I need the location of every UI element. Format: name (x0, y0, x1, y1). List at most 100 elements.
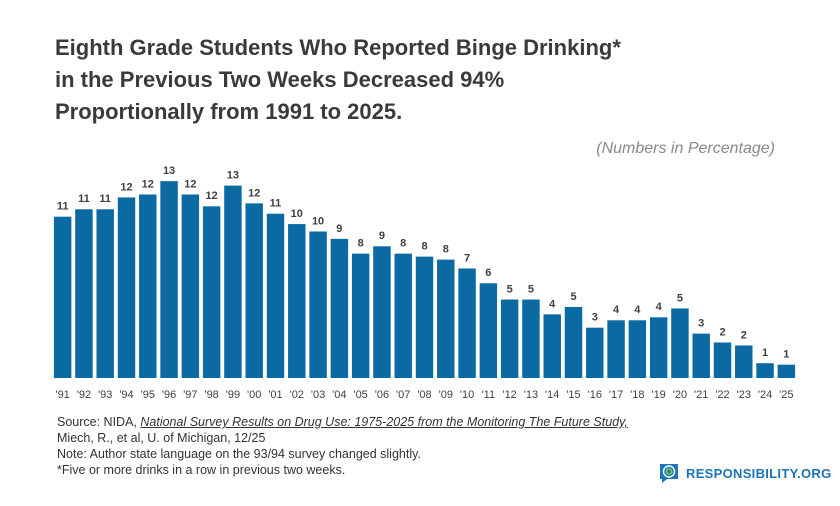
value-label: 8 (421, 241, 427, 253)
x-tick-label: '95 (141, 389, 155, 401)
x-tick-label: '15 (566, 389, 580, 401)
bar (628, 320, 647, 378)
source-prefix: Source: NIDA, (57, 415, 137, 429)
bar (479, 283, 498, 378)
value-label: 5 (677, 292, 683, 304)
x-tick-label: '97 (183, 389, 197, 401)
value-label: 4 (656, 301, 663, 313)
bar (373, 246, 391, 378)
value-label: 4 (634, 304, 641, 316)
bar (586, 327, 604, 378)
x-tick-label: '06 (375, 389, 389, 401)
bar (543, 314, 561, 378)
value-label: 2 (741, 329, 747, 341)
value-label: 3 (698, 318, 704, 330)
value-label: 9 (336, 223, 342, 235)
source-title[interactable]: National Survey Results on Drug Use: 197… (140, 415, 628, 429)
x-tick-label: '08 (417, 389, 431, 401)
value-label: 5 (570, 291, 576, 303)
x-tick-label: '21 (694, 389, 708, 401)
bar (671, 308, 689, 378)
value-label: 2 (719, 326, 725, 338)
bar (75, 209, 93, 378)
value-label: 8 (400, 238, 406, 250)
value-label: 11 (270, 198, 282, 210)
x-tick-label: '18 (630, 389, 644, 401)
bar (288, 224, 306, 378)
chart-subtitle: (Numbers in Percentage) (596, 140, 775, 157)
x-tick-label: '14 (545, 389, 559, 401)
x-tick-label: '10 (460, 389, 474, 401)
x-tick-label: '91 (55, 389, 69, 401)
bar (607, 320, 625, 378)
bar (245, 203, 263, 378)
logo-icon (660, 464, 678, 483)
value-label: 7 (464, 252, 470, 264)
bar (202, 206, 221, 378)
x-tick-label: '22 (715, 389, 729, 401)
bar (756, 363, 774, 378)
bar (649, 317, 668, 378)
x-tick-label: '99 (226, 389, 240, 401)
x-tick-label: '16 (588, 389, 602, 401)
x-tick-label: '04 (332, 389, 346, 401)
value-label: 12 (206, 190, 218, 202)
bar (437, 259, 455, 378)
bar (96, 209, 114, 378)
x-tick-label: '94 (119, 389, 133, 401)
bar (266, 213, 285, 378)
value-label: 5 (507, 283, 513, 295)
value-label: 11 (99, 193, 111, 205)
x-tick-label: '07 (396, 389, 410, 401)
bar (713, 342, 732, 378)
bar (309, 231, 327, 378)
value-label: 12 (184, 178, 196, 190)
value-label: 12 (120, 181, 132, 193)
x-tick-label: '96 (162, 389, 176, 401)
x-tick-label: '20 (673, 389, 687, 401)
x-tick-label: '92 (77, 389, 91, 401)
x-tick-label: '02 (290, 389, 304, 401)
bar (500, 299, 519, 378)
bar (330, 238, 349, 378)
x-tick-label: '09 (439, 389, 453, 401)
x-tick-label: '05 (353, 389, 367, 401)
value-label: 8 (358, 238, 364, 250)
value-label: 1 (762, 347, 768, 359)
bar (522, 299, 540, 378)
x-tick-label: '25 (779, 389, 793, 401)
value-label: 5 (528, 283, 534, 295)
value-label: 12 (142, 178, 154, 190)
value-label: 10 (291, 208, 303, 220)
bar (139, 194, 157, 378)
value-label: 6 (485, 267, 491, 279)
bar (117, 197, 136, 378)
x-tick-label: '24 (758, 389, 772, 401)
chart-title: Eighth Grade Students Who Reported Binge… (55, 35, 621, 124)
bar (181, 194, 200, 378)
bar (351, 253, 370, 378)
x-tick-label: '23 (737, 389, 751, 401)
value-label: 10 (312, 215, 324, 227)
logo: RESPONSIBILITY.ORG (658, 462, 832, 484)
value-label: 4 (613, 304, 620, 316)
x-tick-label: '11 (482, 389, 496, 401)
value-label: 4 (549, 298, 556, 310)
bar (394, 253, 412, 378)
bar (777, 364, 796, 378)
bar (224, 185, 242, 378)
value-label: 9 (379, 230, 385, 242)
bar (692, 333, 710, 378)
footer: Source: NIDA, National Survey Results on… (57, 414, 628, 478)
value-label: 1 (783, 349, 789, 361)
value-label: 11 (57, 201, 69, 213)
source-rest: Miech, R., et al, U. of Michigan, 12/25 (57, 431, 266, 445)
value-label: 12 (248, 187, 260, 199)
bar (458, 268, 476, 378)
bar (735, 345, 753, 378)
x-tick-label: '00 (247, 389, 261, 401)
x-tick-label: '19 (651, 389, 665, 401)
x-tick-label: '98 (204, 389, 218, 401)
bar (160, 181, 178, 378)
